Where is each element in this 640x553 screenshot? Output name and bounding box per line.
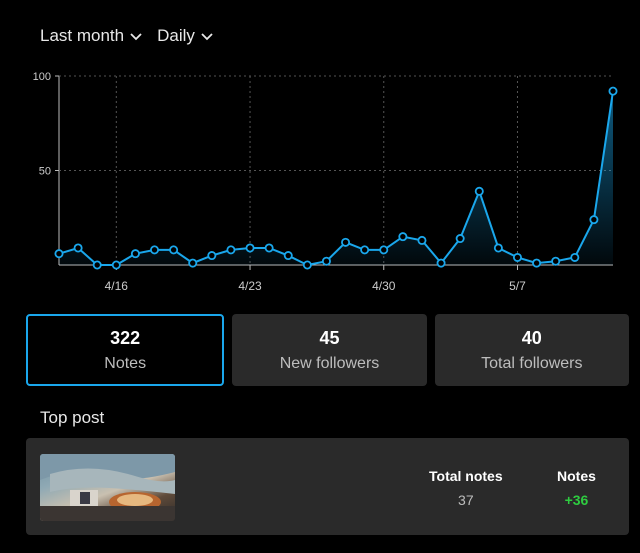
- x-tick-label: 4/23: [238, 279, 262, 293]
- y-tick-label: 100: [33, 71, 51, 83]
- x-tick-label: 4/16: [105, 279, 129, 293]
- notes-line: [58, 90, 614, 267]
- data-point: [589, 215, 599, 225]
- data-point: [264, 243, 274, 253]
- data-point: [111, 260, 121, 270]
- data-point: [474, 186, 484, 196]
- notes-gain-metric: Notes +36: [557, 468, 596, 508]
- x-tick-label: 4/30: [372, 279, 396, 293]
- data-point: [532, 258, 542, 268]
- data-point: [570, 252, 580, 262]
- data-point: [436, 258, 446, 268]
- thumbnail-image-icon: [40, 454, 175, 521]
- notes-gain-value: +36: [564, 492, 589, 508]
- notes-gain-label: Notes: [557, 468, 596, 484]
- stat-label: Notes: [104, 354, 147, 372]
- stat-value: 322: [110, 327, 141, 348]
- total-notes-value: 37: [458, 492, 474, 508]
- stat-new-followers-card[interactable]: 45 New followers: [232, 314, 427, 386]
- data-point: [150, 245, 160, 255]
- top-post-card[interactable]: Total notes 37 Notes +36: [26, 438, 629, 535]
- data-point: [73, 243, 83, 253]
- data-point: [608, 86, 618, 96]
- data-point: [226, 245, 236, 255]
- data-point: [417, 235, 427, 245]
- data-point: [188, 258, 198, 268]
- period-dropdown[interactable]: Last month: [40, 26, 143, 46]
- total-notes-metric: Total notes 37: [429, 468, 503, 508]
- period-dropdown-label: Last month: [40, 26, 125, 45]
- stats-row: 322 Notes 45 New followers 40 Total foll…: [26, 314, 629, 386]
- data-point: [512, 252, 522, 262]
- data-point: [455, 234, 465, 244]
- x-tick-label: 5/7: [509, 279, 526, 293]
- chevron-down-icon: [130, 33, 142, 41]
- notes-chart: 50 100 4/16 4/23 4/30 5/7: [33, 71, 618, 293]
- data-point: [360, 245, 370, 255]
- stat-value: 40: [521, 327, 542, 348]
- data-point: [398, 232, 408, 242]
- data-point: [283, 251, 293, 261]
- filter-bar: Last month Daily: [40, 26, 214, 46]
- y-tick-label: 50: [39, 166, 51, 178]
- stat-label: Total followers: [481, 354, 583, 372]
- data-point: [245, 243, 255, 253]
- data-point: [379, 245, 389, 255]
- interval-dropdown-label: Daily: [157, 26, 195, 45]
- notes-area: [59, 91, 613, 265]
- data-point: [92, 260, 102, 270]
- chevron-down-icon: [201, 33, 213, 41]
- stat-total-followers-card[interactable]: 40 Total followers: [434, 314, 629, 386]
- data-point: [321, 256, 331, 266]
- post-thumbnail[interactable]: [40, 454, 175, 521]
- top-post-heading: Top post: [40, 408, 105, 427]
- data-point: [551, 256, 561, 266]
- data-point: [54, 249, 64, 259]
- stat-value: 45: [319, 327, 340, 348]
- total-notes-label: Total notes: [429, 468, 503, 484]
- data-point: [169, 245, 179, 255]
- data-point: [341, 237, 351, 247]
- data-point: [130, 249, 140, 259]
- data-point: [207, 251, 217, 261]
- stat-label: New followers: [279, 354, 380, 372]
- interval-dropdown[interactable]: Daily: [157, 26, 214, 46]
- data-point: [302, 260, 312, 270]
- stat-notes-card[interactable]: 322 Notes: [26, 314, 225, 386]
- data-point: [493, 243, 503, 253]
